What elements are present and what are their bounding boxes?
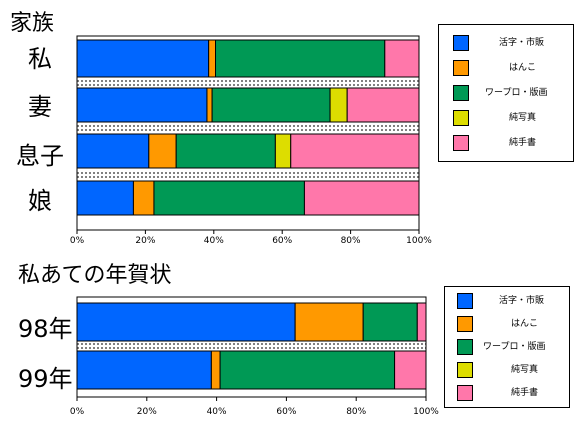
legend-label: 純手書: [509, 138, 537, 148]
legend-item: はんこ: [445, 314, 569, 334]
legend-swatch: [453, 85, 469, 101]
x-tick-label: 100%: [413, 407, 439, 417]
x-tick-label: 0%: [70, 407, 85, 417]
bar-segment: [76, 350, 212, 390]
bar-segment: [219, 350, 396, 390]
bar-segment: [76, 302, 296, 342]
x-tick-label: 40%: [207, 407, 227, 417]
bar-segment: [215, 39, 386, 78]
bar-segment: [208, 39, 217, 78]
bar-segment: [274, 133, 292, 169]
legend-label: はんこ: [509, 63, 537, 73]
category-label: 娘: [28, 187, 52, 215]
bar-segment: [211, 87, 331, 123]
legend-item: ワープロ・版画: [439, 83, 573, 103]
bar-segment: [210, 350, 221, 390]
category-label: 私: [28, 45, 52, 73]
legend-item: 純手書: [445, 383, 569, 403]
bar-segment: [76, 87, 208, 123]
legend-item: 活字・市販: [445, 291, 569, 311]
legend-swatch: [457, 385, 473, 401]
category-label: 98年: [18, 315, 73, 343]
bar-segment: [362, 302, 418, 342]
bar-segment: [132, 180, 155, 216]
bar-segment: [76, 180, 134, 216]
legend-swatch: [457, 316, 473, 332]
legend-swatch: [457, 362, 473, 378]
bar-segment: [294, 302, 364, 342]
chart-title-new-year-cards: 私あての年賀状: [18, 263, 172, 288]
legend-label: 純写真: [509, 113, 537, 123]
legend-item: 純写真: [439, 108, 573, 128]
bar-segment: [148, 133, 177, 169]
legend-new-year-cards: 活字・市販 はんこ ワープロ・版画 純写真 純手書: [444, 286, 570, 408]
x-tick-label: 0%: [70, 236, 85, 246]
legend-swatch: [453, 110, 469, 126]
legend-swatch: [453, 60, 469, 76]
x-tick-label: 20%: [135, 236, 155, 246]
bar-segment: [206, 87, 213, 123]
legend-item: 純写真: [445, 360, 569, 380]
legend-label: 活字・市販: [499, 38, 545, 48]
legend-swatch: [457, 339, 473, 355]
legend-swatch: [457, 293, 473, 309]
category-label: 妻: [28, 93, 52, 121]
bar-segment: [76, 133, 150, 169]
bar-segment: [290, 133, 420, 169]
x-tick-label: 60%: [272, 236, 292, 246]
legend-label: ワープロ・版画: [483, 342, 546, 352]
category-label: 99年: [18, 365, 73, 393]
legend-label: ワープロ・版画: [485, 88, 548, 98]
legend-label: はんこ: [511, 319, 539, 329]
chart-title-family: 家族: [10, 11, 55, 36]
legend-item: ワープロ・版画: [445, 337, 569, 357]
x-tick-label: 80%: [346, 407, 366, 417]
legend-swatch: [453, 35, 469, 51]
x-tick-label: 60%: [276, 407, 296, 417]
bar-segment: [329, 87, 348, 123]
legend-item: 活字・市販: [439, 33, 573, 53]
legend-label: 純写真: [511, 365, 539, 375]
legend-label: 純手書: [511, 388, 539, 398]
bar-segment: [416, 302, 427, 342]
x-tick-label: 100%: [406, 236, 432, 246]
bar-segment: [153, 180, 305, 216]
x-tick-label: 80%: [341, 236, 361, 246]
category-label: 息子: [16, 142, 64, 170]
bar-segment: [394, 350, 427, 390]
bar-segment: [303, 180, 420, 216]
legend-label: 活字・市販: [499, 296, 545, 306]
legend-item: はんこ: [439, 58, 573, 78]
legend-item: 純手書: [439, 133, 573, 153]
x-tick-label: 40%: [204, 236, 224, 246]
bar-segment: [384, 39, 420, 78]
legend-swatch: [453, 135, 469, 151]
bar-segment: [76, 39, 210, 78]
bar-segment: [346, 87, 420, 123]
bar-segment: [175, 133, 276, 169]
x-tick-label: 20%: [137, 407, 157, 417]
legend-family: 活字・市販 はんこ ワープロ・版画 純写真 純手書: [438, 24, 574, 162]
